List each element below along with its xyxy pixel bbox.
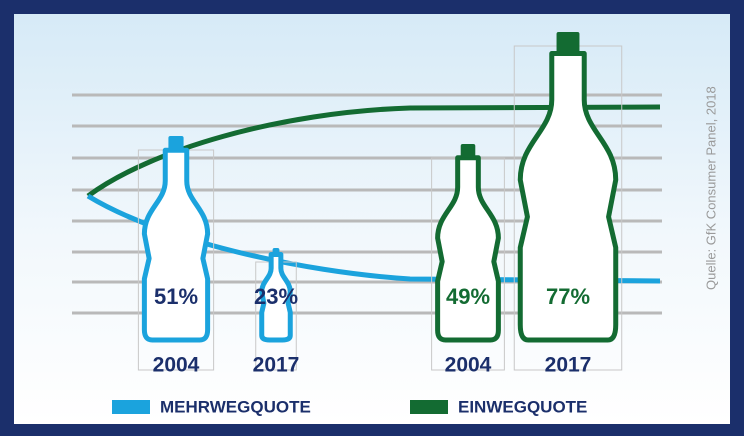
legend-swatch bbox=[410, 400, 448, 414]
bottle-cap bbox=[273, 248, 280, 254]
x-tick-label: 2004 bbox=[445, 354, 492, 377]
chart: Quelle: GfK Consumer Panel, 2018 51% 2004… bbox=[0, 0, 744, 436]
value-label: 23% bbox=[254, 284, 298, 309]
x-tick-label: 2017 bbox=[545, 354, 592, 377]
bottle-cap bbox=[557, 32, 580, 54]
value-label: 51% bbox=[154, 284, 198, 309]
bottle-cap bbox=[168, 136, 183, 150]
legend-swatch bbox=[112, 400, 150, 414]
panel bbox=[14, 14, 730, 424]
value-label: 77% bbox=[546, 284, 590, 309]
bottle-cap bbox=[461, 144, 476, 158]
x-tick-label: 2004 bbox=[153, 354, 200, 377]
x-tick-label: 2017 bbox=[253, 354, 300, 377]
value-label: 49% bbox=[446, 284, 490, 309]
source-note: Quelle: GfK Consumer Panel, 2018 bbox=[703, 86, 718, 290]
legend-label: EINWEGQUOTE bbox=[458, 397, 587, 416]
legend-label: MEHRWEGQUOTE bbox=[160, 397, 311, 416]
